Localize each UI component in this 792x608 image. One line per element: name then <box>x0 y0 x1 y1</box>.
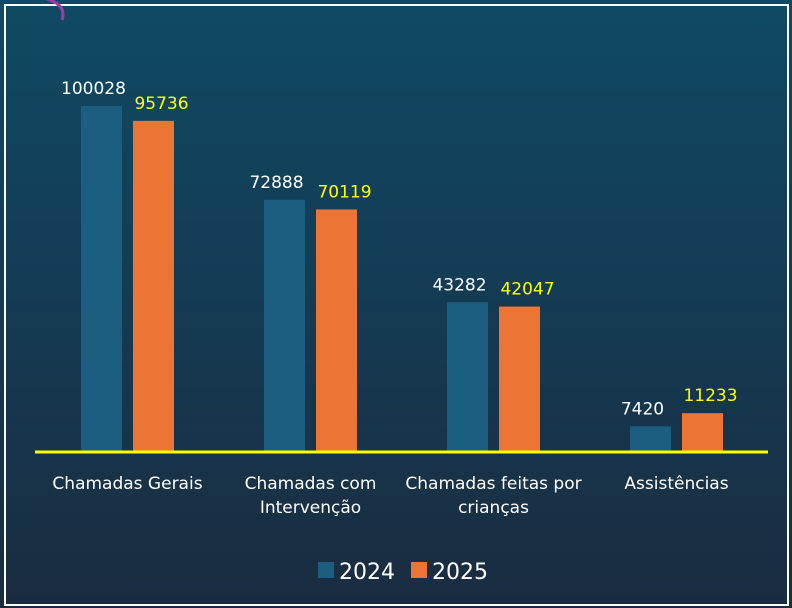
bar <box>499 306 540 452</box>
bar <box>133 120 174 452</box>
data-label: 70119 <box>317 182 371 202</box>
data-label: 43282 <box>432 275 486 295</box>
bar <box>264 199 305 452</box>
x-tick-label: Chamadas com Intervenção <box>244 474 377 518</box>
bar <box>447 302 488 452</box>
bar <box>630 426 671 452</box>
data-label: 7420 <box>621 399 664 419</box>
data-label: 42047 <box>500 280 554 300</box>
legend-label: 2025 <box>432 560 488 585</box>
data-label: 95736 <box>134 94 188 114</box>
x-tick-label: Chamadas feitas por crianças <box>405 474 582 518</box>
legend-swatch <box>411 562 427 578</box>
frame <box>4 4 789 606</box>
x-tick-label: Chamadas Gerais <box>52 474 203 494</box>
decorative-arc <box>44 0 65 21</box>
legend-label: 2024 <box>339 560 395 585</box>
data-label: 11233 <box>683 386 737 406</box>
bar <box>81 106 122 452</box>
bar <box>682 413 723 452</box>
data-label: 100028 <box>61 79 126 99</box>
x-tick-label: Assistências <box>624 474 729 494</box>
legend-swatch <box>318 562 334 578</box>
data-label: 72888 <box>249 173 303 193</box>
bar <box>316 209 357 452</box>
